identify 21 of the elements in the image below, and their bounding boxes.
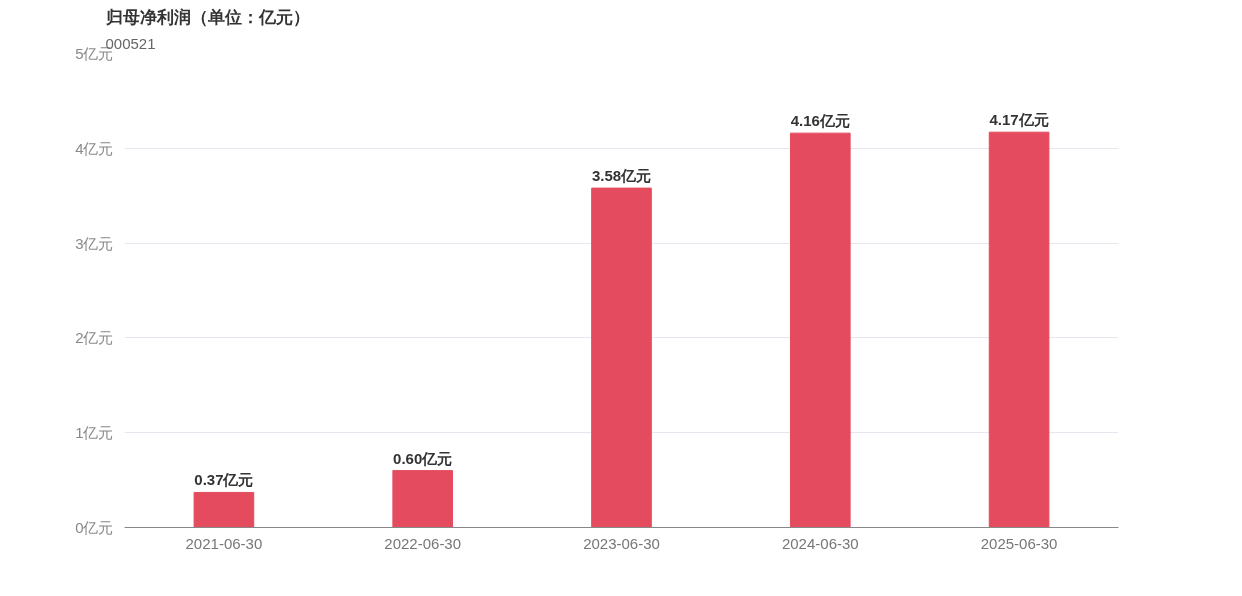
bar bbox=[392, 470, 454, 528]
x-tick-label: 2022-06-30 bbox=[384, 534, 462, 552]
chart-title: 归母净利润（单位：亿元） bbox=[104, 7, 310, 27]
x-tick-label: 2024-06-30 bbox=[781, 534, 859, 552]
data-label: 4.17亿元 bbox=[989, 111, 1049, 129]
y-tick-label: 0亿元 bbox=[75, 519, 114, 536]
y-tick-label: 1亿元 bbox=[75, 424, 114, 442]
bar bbox=[193, 491, 255, 528]
bar bbox=[591, 187, 652, 528]
x-tick-label: 2021-06-30 bbox=[185, 534, 263, 552]
data-label: 0.60亿元 bbox=[393, 449, 453, 467]
x-tick-label: 2025-06-30 bbox=[980, 534, 1058, 552]
bar bbox=[789, 132, 851, 528]
x-tick-label: 2023-06-30 bbox=[583, 534, 660, 552]
bar bbox=[988, 131, 1050, 528]
data-label: 0.37亿元 bbox=[194, 471, 254, 489]
y-tick-label: 3亿元 bbox=[75, 234, 114, 252]
y-tick-label: 4亿元 bbox=[75, 139, 114, 157]
data-label: 3.58亿元 bbox=[591, 167, 652, 185]
y-tick-label: 2亿元 bbox=[75, 329, 114, 347]
data-label: 4.16亿元 bbox=[790, 112, 850, 130]
